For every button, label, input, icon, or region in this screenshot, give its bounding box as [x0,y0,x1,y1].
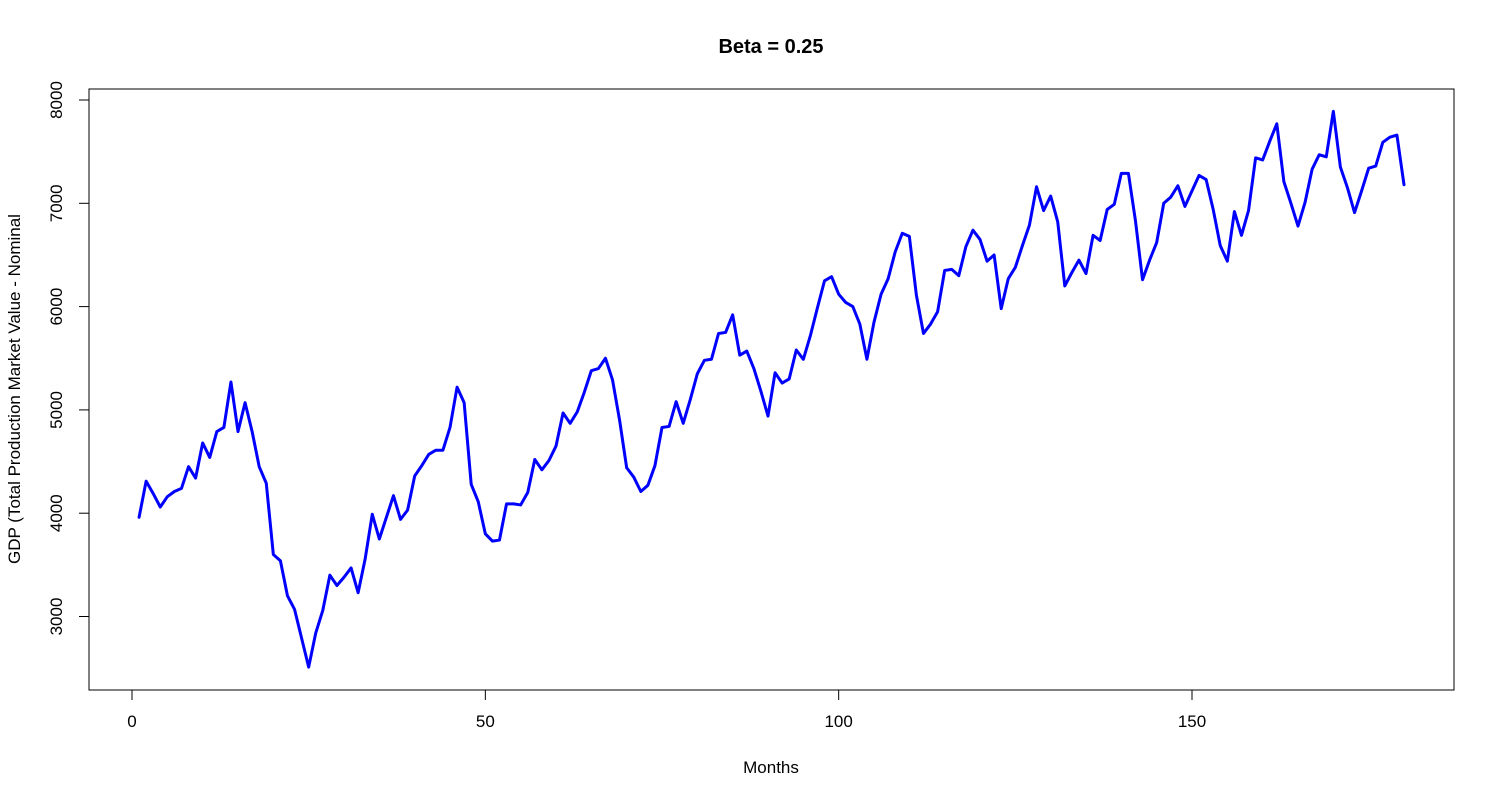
x-axis: 0 50 100 150 [127,689,1206,731]
y-axis-label: GDP (Total Production Market Value - Nom… [5,214,24,564]
x-tick-label: 50 [476,712,495,731]
x-axis-label: Months [743,758,799,777]
series-line [137,109,1406,669]
y-tick-label: 3000 [47,598,66,636]
x-tick-label: 100 [824,712,852,731]
y-axis: 3000 4000 5000 6000 7000 8000 [47,81,90,636]
chart-title: Beta = 0.25 [718,36,823,58]
x-tick-label: 0 [127,712,136,731]
x-tick-label: 150 [1178,712,1206,731]
y-tick-label: 6000 [47,288,66,326]
series-layer [137,109,1406,669]
y-tick-label: 5000 [47,391,66,429]
y-tick-label: 7000 [47,184,66,222]
y-tick-label: 8000 [47,81,66,119]
y-tick-label: 4000 [47,494,66,532]
